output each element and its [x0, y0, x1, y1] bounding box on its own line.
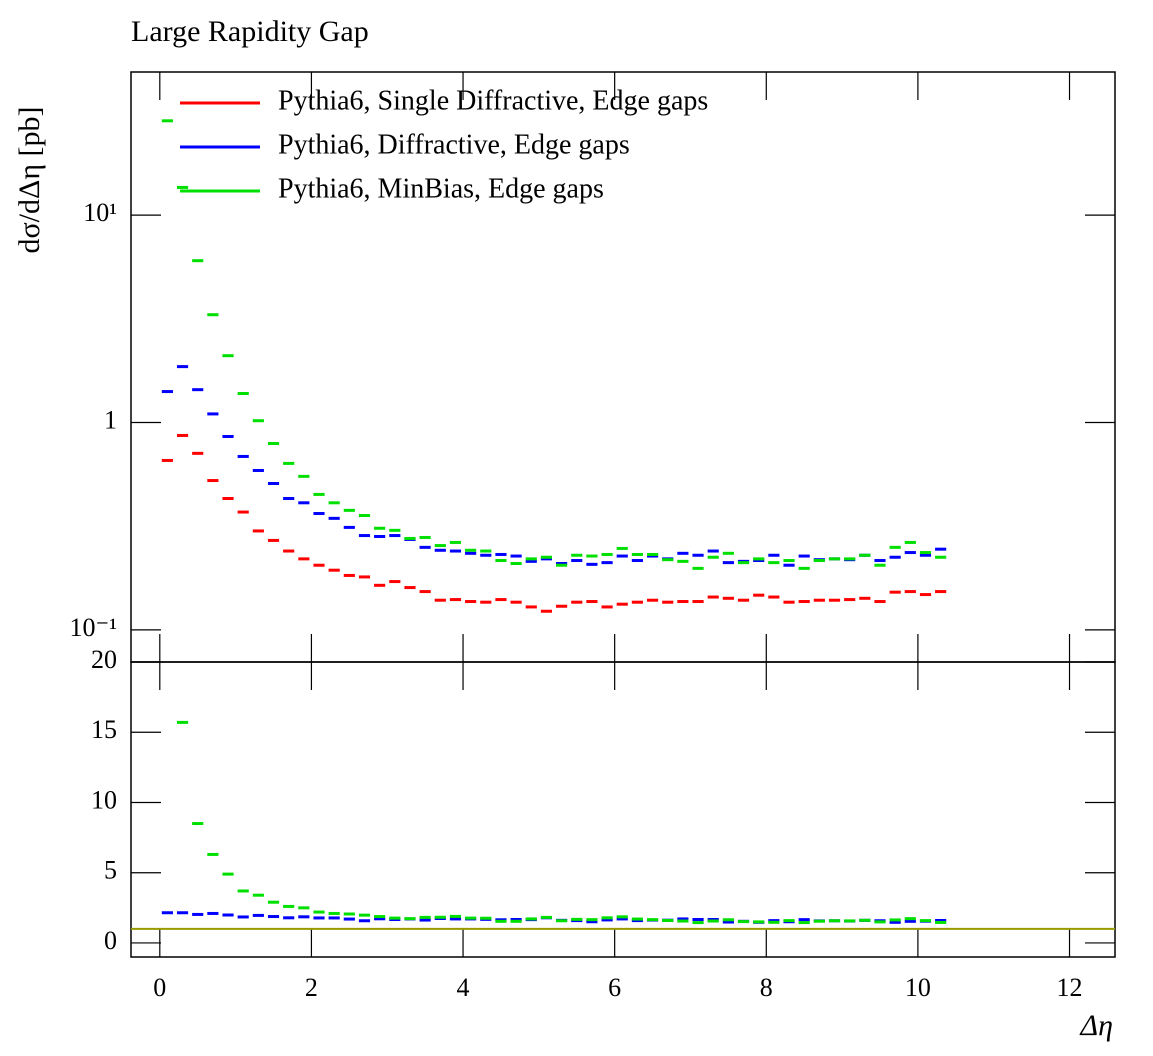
plot-frame	[130, 661, 1116, 958]
x-axis-label: Δη	[1080, 1009, 1114, 1042]
plot-frame	[130, 71, 1116, 663]
x-tick-label: 6	[608, 973, 621, 1002]
legend-label: Pythia6, Diffractive, Edge gaps	[278, 129, 630, 160]
x-tick-label: 8	[760, 973, 773, 1002]
x-tick-label: 0	[153, 973, 166, 1002]
y-tick-label: 10	[91, 785, 117, 814]
x-tick-label: 10	[905, 973, 931, 1002]
x-tick-label: 2	[305, 973, 318, 1002]
legend-label: Pythia6, Single Diffractive, Edge gaps	[278, 85, 708, 116]
y-axis-label: dσ/dΔη [pb]	[13, 107, 46, 254]
plot-area	[161, 119, 947, 613]
x-tick-label: 12	[1057, 973, 1083, 1002]
y-tick-label: 15	[91, 715, 117, 744]
chart-title: Large Rapidity Gap	[131, 15, 369, 48]
plot-area	[131, 720, 1115, 930]
y-tick-label: 10⁻¹	[69, 613, 117, 642]
y-tick-label: 5	[104, 856, 117, 885]
legend-label: Pythia6, MinBias, Edge gaps	[278, 173, 604, 204]
x-tick-label: 4	[457, 973, 470, 1002]
y-tick-label: 10¹	[83, 198, 117, 227]
y-tick-label: 20	[91, 645, 117, 674]
y-tick-label: 0	[104, 926, 117, 955]
y-tick-label: 1	[104, 405, 117, 434]
